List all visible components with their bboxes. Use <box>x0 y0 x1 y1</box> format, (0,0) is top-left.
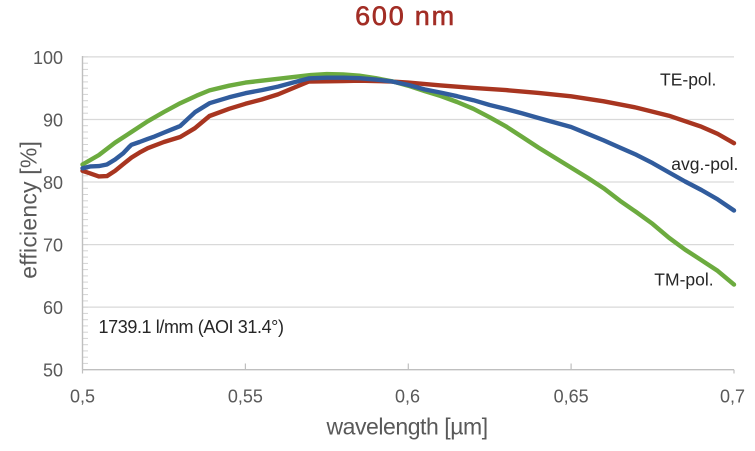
svg-text:60: 60 <box>43 298 63 318</box>
svg-text:TM-pol.: TM-pol. <box>654 270 713 290</box>
svg-text:avg.-pol.: avg.-pol. <box>671 154 738 174</box>
svg-text:efficiency [%]: efficiency [%] <box>16 141 42 279</box>
svg-text:0,55: 0,55 <box>228 387 263 407</box>
svg-text:0,6: 0,6 <box>395 387 420 407</box>
svg-text:100: 100 <box>33 48 63 68</box>
svg-text:wavelength [µm]: wavelength [µm] <box>325 414 487 440</box>
svg-text:0,7: 0,7 <box>720 387 745 407</box>
svg-text:600 nm: 600 nm <box>355 1 456 31</box>
svg-text:90: 90 <box>43 111 63 131</box>
svg-text:0,5: 0,5 <box>70 387 95 407</box>
svg-text:70: 70 <box>43 236 63 256</box>
svg-text:0,65: 0,65 <box>554 387 589 407</box>
svg-text:50: 50 <box>43 361 63 381</box>
svg-text:TE-pol.: TE-pol. <box>660 70 716 90</box>
svg-text:1739.1 l/mm (AOI 31.4°): 1739.1 l/mm (AOI 31.4°) <box>99 317 284 337</box>
svg-text:80: 80 <box>43 173 63 193</box>
